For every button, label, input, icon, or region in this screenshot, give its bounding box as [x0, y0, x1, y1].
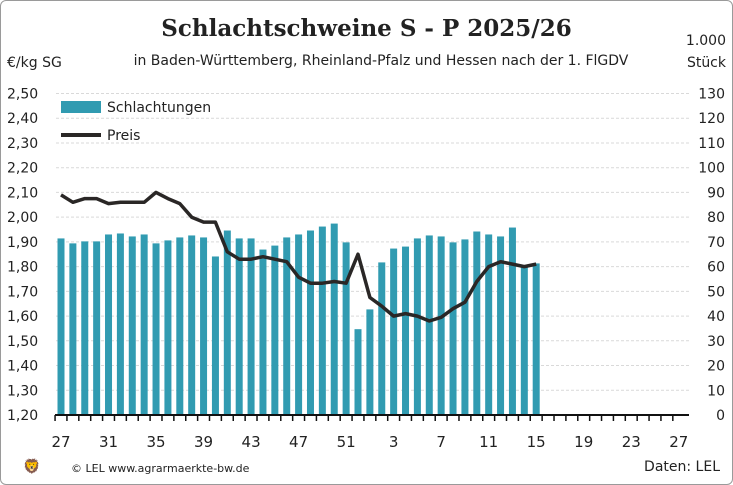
left-axis-unit: €/kg SG [7, 55, 62, 71]
x-tick-label: 11 [479, 433, 498, 451]
bar-schlachtungen [390, 248, 398, 415]
left-tick-label: 1,20 [7, 408, 38, 424]
x-tick-label: 15 [527, 433, 546, 451]
bar-schlachtungen [520, 267, 528, 415]
bar-schlachtungen [128, 236, 136, 415]
bar-schlachtungen [259, 249, 267, 415]
legend: Schlachtungen Preis [61, 100, 211, 144]
right-tick-label: 0 [716, 408, 725, 424]
legend-swatch-bars [61, 101, 101, 113]
right-axis-unit-bottom: Stück [686, 55, 726, 71]
bar-schlachtungen [342, 242, 350, 415]
footer-source: Daten: LEL [644, 459, 720, 475]
bar-schlachtungen [306, 230, 314, 415]
bar-schlachtungen [188, 235, 196, 415]
chart-subtitle: in Baden-Württemberg, Rheinland-Pfalz un… [133, 53, 629, 69]
bar-schlachtungen [81, 241, 89, 415]
left-tick-label: 1,70 [7, 284, 38, 300]
left-tick-label: 1,40 [7, 359, 38, 375]
bar-schlachtungen [473, 231, 481, 415]
right-tick-label: 80 [707, 210, 725, 226]
right-tick-label: 30 [707, 334, 725, 350]
bar-schlachtungen [200, 237, 208, 415]
bar-schlachtungen [93, 241, 101, 415]
bar-schlachtungen [295, 234, 303, 415]
bar-schlachtungen [247, 238, 255, 415]
bar-schlachtungen [449, 242, 457, 415]
left-tick-label: 2,10 [7, 185, 38, 201]
bar-schlachtungen [116, 233, 124, 415]
bar-schlachtungen [425, 235, 433, 415]
right-tick-label: 60 [707, 260, 725, 276]
left-tick-label: 1,30 [7, 383, 38, 399]
x-tick-label: 23 [622, 433, 641, 451]
left-tick-label: 2,50 [7, 87, 38, 103]
chart-title: Schlachtschweine S - P 2025/26 [161, 15, 572, 42]
bar-schlachtungen [413, 238, 421, 415]
left-tick-label: 1,80 [7, 260, 38, 276]
right-tick-label: 20 [707, 359, 725, 375]
bar-schlachtungen [223, 230, 231, 415]
bar-schlachtungen [152, 243, 160, 415]
right-tick-label: 50 [707, 284, 725, 300]
bar-schlachtungen [354, 329, 362, 415]
x-tick-label: 47 [289, 433, 308, 451]
right-tick-label: 70 [707, 235, 725, 251]
bar-schlachtungen [378, 262, 386, 415]
left-tick-label: 1,50 [7, 334, 38, 350]
left-tick-label: 1,60 [7, 309, 38, 325]
bar-schlachtungen [140, 234, 148, 415]
left-tick-label: 2,20 [7, 161, 38, 177]
bar-schlachtungen [235, 238, 243, 415]
right-tick-label: 100 [698, 161, 725, 177]
x-tick-label: 39 [194, 433, 213, 451]
bar-schlachtungen [330, 223, 338, 415]
bar-schlachtungen [497, 236, 505, 415]
bar-schlachtungen [176, 237, 184, 415]
lion-logo-icon: 🦁 [23, 459, 41, 475]
bar-schlachtungen [461, 239, 469, 415]
right-axis-unit-top: 1.000 [685, 33, 726, 49]
bar-schlachtungen [211, 256, 219, 415]
bar-schlachtungen [271, 245, 279, 415]
x-tick-label: 19 [574, 433, 593, 451]
x-tick-label: 35 [146, 433, 165, 451]
bar-schlachtungen [532, 263, 540, 415]
bar-schlachtungen [57, 238, 65, 415]
right-tick-label: 10 [707, 383, 725, 399]
x-tick-label: 27 [669, 433, 688, 451]
right-tick-label: 130 [698, 87, 725, 103]
right-tick-label: 110 [698, 136, 725, 152]
bar-schlachtungen [437, 236, 445, 415]
bar-schlachtungen [69, 243, 77, 415]
x-tick-label: 43 [242, 433, 261, 451]
bar-schlachtungen [508, 227, 516, 415]
left-tick-label: 1,90 [7, 235, 38, 251]
right-tick-label: 40 [707, 309, 725, 325]
bar-schlachtungen [402, 246, 410, 415]
bar-schlachtungen [283, 237, 291, 415]
x-tick-label: 27 [51, 433, 70, 451]
footer-copyright: © LEL www.agrarmaerkte-bw.de [71, 462, 250, 475]
left-tick-label: 2,40 [7, 111, 38, 127]
left-tick-label: 2,00 [7, 210, 38, 226]
legend-label-bars: Schlachtungen [107, 100, 211, 116]
x-tick-label: 7 [436, 433, 446, 451]
x-tick-label: 51 [337, 433, 356, 451]
right-tick-label: 120 [698, 111, 725, 127]
bar-schlachtungen [485, 234, 493, 415]
bar-schlachtungen [164, 240, 172, 415]
left-tick-label: 2,30 [7, 136, 38, 152]
legend-label-line: Preis [107, 128, 140, 144]
bar-schlachtungen [105, 234, 113, 415]
bar-schlachtungen [318, 226, 326, 415]
x-tick-label: 31 [99, 433, 118, 451]
x-tick-label: 3 [389, 433, 399, 451]
bar-schlachtungen [366, 309, 374, 415]
right-tick-label: 90 [707, 185, 725, 201]
